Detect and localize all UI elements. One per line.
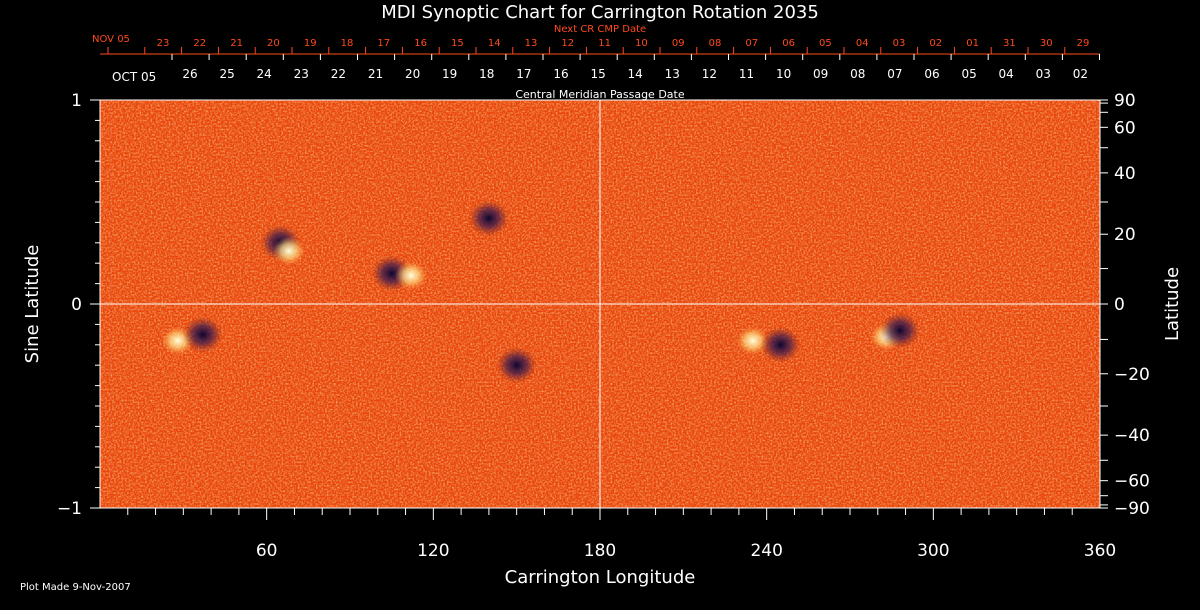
y-tick-label-left: −1 (57, 499, 82, 519)
top-axis-2-label: 15 (590, 67, 605, 81)
top-axis-2-label: 17 (516, 67, 531, 81)
x-tick-label: 240 (750, 541, 782, 561)
top-axis-1-label: 22 (193, 38, 206, 49)
x-tick-label: 300 (917, 541, 949, 561)
axes: 60 120 180 240 300 360 1 0 −1 90 60 40 20 0 −20 −40 −60 −… (57, 91, 1150, 561)
y-tick-label-right: −40 (1114, 426, 1150, 446)
top-axis-1-label: 13 (525, 38, 538, 49)
x-tick-label: 180 (584, 541, 616, 561)
y-axis-label-right: Latitude (1162, 267, 1183, 341)
top-axis-2-label: 13 (665, 67, 680, 81)
region-negative (496, 347, 537, 384)
top-axis-1-label: 14 (488, 38, 501, 49)
x-axis-label: Carrington Longitude (505, 567, 696, 588)
top-axis-2-label: 21 (368, 67, 383, 81)
region-positive (395, 261, 428, 290)
region-positive (272, 236, 305, 265)
top-axis-1-label: 17 (377, 38, 390, 49)
top-axis-2-label: 08 (850, 67, 865, 81)
top-axis-1-label: 08 (709, 38, 722, 49)
top-axis-1-label: 29 (1077, 38, 1090, 49)
top-axis-1-label: 16 (414, 38, 427, 49)
y-tick-label-left: 1 (71, 91, 82, 111)
top-axis-1-label: 30 (1040, 38, 1053, 49)
top-axis-1-label: 12 (561, 38, 574, 49)
top-axis-1-label: 21 (230, 38, 243, 49)
top-axis-2-label: 07 (887, 67, 902, 81)
y-tick-label-right: 40 (1114, 164, 1136, 184)
top-axis-1-label: 02 (929, 38, 942, 49)
y-tick-label-right: −90 (1114, 499, 1150, 519)
top-axis-2-label: 18 (479, 67, 494, 81)
top-axis-2-label: 25 (219, 67, 234, 81)
top-axis-1-label: 15 (451, 38, 464, 49)
y-tick-label-right: 20 (1114, 225, 1136, 245)
region-positive (736, 326, 769, 355)
top-axis-2-label: 12 (702, 67, 717, 81)
top-axis-1-label: 31 (1003, 38, 1016, 49)
top-axis-1-label: 05 (819, 38, 832, 49)
top-axis-1-label: 23 (157, 38, 170, 49)
top-axis-2-label: 26 (182, 67, 197, 81)
top-axis-2-label: 05 (961, 67, 976, 81)
top-axis-1-label: 09 (672, 38, 685, 49)
y-axis-label-left: Sine Latitude (22, 245, 43, 364)
map-area (99, 99, 1101, 509)
top-axis-2-label: 04 (999, 67, 1014, 81)
top-axis-2-label: 03 (1036, 67, 1051, 81)
top-axis-1-label: 20 (267, 38, 280, 49)
x-tick-label: 120 (417, 541, 449, 561)
top-axis-2-label: 23 (294, 67, 309, 81)
top-axis-2-label: 19 (442, 67, 457, 81)
top-axis-2-label: 06 (924, 67, 939, 81)
region-negative (468, 200, 509, 237)
top-axis-2-label: 09 (813, 67, 828, 81)
chart-title: MDI Synoptic Chart for Carrington Rotati… (381, 2, 819, 23)
top-axis-2-label: 24 (257, 67, 272, 81)
top-axis-2-label: 14 (628, 67, 643, 81)
top-axis-2-label: 02 (1073, 67, 1088, 81)
x-tick-label: 60 (256, 541, 278, 561)
top-axis-1-label: 06 (782, 38, 795, 49)
top-axis-2-label: 22 (331, 67, 346, 81)
y-tick-label-right: 60 (1114, 118, 1136, 138)
top-axis-1-label: 18 (341, 38, 354, 49)
top-axis-2-label: 16 (553, 67, 568, 81)
top-axis-1-title: Next CR CMP Date (554, 24, 646, 35)
region-negative (880, 312, 920, 349)
y-tick-label-right: 0 (1114, 295, 1125, 315)
y-tick-label-right: −20 (1114, 365, 1150, 385)
top-axis-2-title: Central Meridian Passage Date (515, 88, 684, 101)
top-axis-1-start: NOV 05 (92, 34, 130, 45)
plot-made-note: Plot Made 9-Nov-2007 (20, 582, 131, 593)
top-axis-1-label: 03 (893, 38, 906, 49)
top-axes: Next CR CMP Date NOV 05 OCT 05 Central M… (92, 24, 1100, 101)
top-axis-2-label: 20 (405, 67, 420, 81)
y-tick-label-left: 0 (71, 295, 82, 315)
top-axis-1-label: 07 (745, 38, 758, 49)
top-axis-2-start: OCT 05 (112, 70, 156, 84)
top-axis-1-label: 11 (598, 38, 611, 49)
region-negative (760, 326, 801, 363)
top-axis-1-label: 01 (966, 38, 979, 49)
top-axis-2-label: 10 (776, 67, 791, 81)
y-tick-label-right: 90 (1114, 91, 1136, 111)
top-axis-1-label: 04 (856, 38, 869, 49)
region-negative (182, 316, 223, 353)
top-axis-1-label: 19 (304, 38, 317, 49)
y-tick-label-right: −60 (1114, 472, 1150, 492)
top-axis-1-label: 10 (635, 38, 648, 49)
active-regions (161, 200, 920, 384)
top-axis-2-label: 11 (739, 67, 754, 81)
x-tick-label: 360 (1084, 541, 1116, 561)
